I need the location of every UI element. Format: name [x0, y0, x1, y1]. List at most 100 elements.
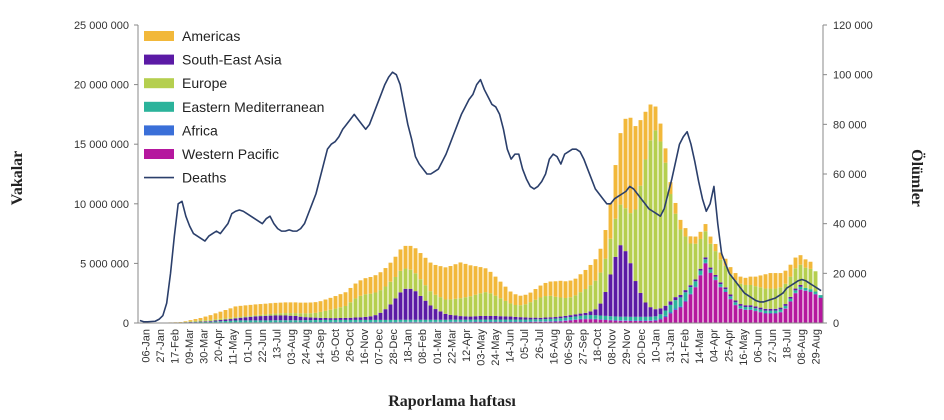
bar-eastern-mediterranean-103	[653, 316, 658, 320]
bar-western-pacific-102	[648, 320, 653, 323]
bar-europe-44	[358, 295, 363, 318]
bar-europe-36	[318, 311, 323, 318]
bar-europe-14	[208, 319, 213, 322]
bar-europe-91	[593, 280, 598, 310]
bar-africa-100	[638, 320, 643, 321]
left-tick-label: 5 000 000	[80, 258, 129, 270]
bar-eastern-mediterranean-117	[723, 289, 728, 292]
bar-western-pacific-126	[768, 313, 773, 323]
bar-south-east-asia-95	[613, 256, 618, 317]
bar-south-east-asia-76	[518, 317, 523, 320]
bar-eastern-mediterranean-133	[803, 287, 808, 291]
bar-eastern-mediterranean-87	[573, 316, 578, 320]
x-tick-label: 14-Sep	[315, 329, 327, 364]
bar-eastern-mediterranean-125	[763, 310, 768, 313]
bar-eastern-mediterranean-129	[783, 305, 788, 309]
bar-eastern-mediterranean-84	[558, 318, 563, 321]
bar-eastern-mediterranean-43	[353, 319, 358, 322]
bar-eastern-mediterranean-64	[458, 319, 463, 322]
bar-south-east-asia-91	[593, 309, 598, 316]
x-tick-label: 12-Apr	[461, 329, 473, 362]
bar-eastern-mediterranean-80	[538, 319, 543, 322]
bar-western-pacific-101	[643, 320, 648, 323]
bar-americas-56	[418, 253, 423, 280]
bar-western-pacific-100	[638, 320, 643, 323]
bar-europe-49	[383, 286, 388, 310]
bar-europe-39	[333, 308, 338, 319]
bar-americas-70	[488, 271, 493, 294]
x-tick-label: 26-Oct	[344, 329, 356, 362]
bar-western-pacific-92	[598, 319, 603, 323]
bar-europe-54	[408, 269, 413, 289]
bar-western-pacific-96	[618, 320, 623, 323]
legend-label: Americas	[182, 28, 240, 44]
bar-africa-94	[608, 319, 613, 321]
bar-americas-132	[798, 255, 803, 265]
bar-south-east-asia-93	[603, 292, 608, 316]
bar-south-east-asia-72	[498, 316, 503, 320]
bar-eastern-mediterranean-89	[583, 315, 588, 319]
bar-americas-122	[748, 276, 753, 285]
bar-europe-73	[503, 300, 508, 317]
bar-africa-81	[543, 321, 548, 322]
bar-americas-78	[528, 292, 533, 303]
bar-africa-104	[658, 318, 663, 320]
bar-europe-21	[243, 316, 248, 318]
legend-label: Deaths	[182, 170, 226, 186]
bar-americas-58	[428, 262, 433, 292]
x-tick-label: 31-Jan	[665, 329, 677, 363]
bar-eastern-mediterranean-98	[628, 316, 633, 321]
bar-south-east-asia-69	[483, 315, 488, 320]
bar-western-pacific-91	[593, 319, 598, 323]
bar-eastern-mediterranean-51	[393, 319, 398, 322]
bar-americas-45	[363, 278, 368, 295]
bar-south-east-asia-109	[683, 290, 688, 293]
bar-europe-29	[283, 313, 288, 316]
bar-western-pacific-85	[563, 320, 568, 323]
bar-eastern-mediterranean-86	[568, 317, 573, 320]
bar-europe-126	[768, 288, 773, 309]
bar-europe-47	[373, 292, 378, 316]
left-tick-labels: 0 5 000 000 10 000 000 15 000 000 20 000 000…	[74, 20, 138, 330]
bar-eastern-mediterranean-14	[208, 321, 213, 323]
bar-eastern-mediterranean-56	[418, 319, 423, 322]
bar-eastern-mediterranean-57	[423, 319, 428, 322]
bar-western-pacific-109	[683, 301, 688, 323]
x-tick-label: 06-Jan	[140, 329, 152, 363]
bar-africa-93	[603, 319, 608, 321]
bar-europe-86	[568, 297, 573, 316]
bar-south-east-asia-85	[563, 315, 568, 318]
bar-americas-52	[398, 249, 403, 271]
bar-americas-102	[648, 104, 653, 141]
bar-americas-71	[493, 276, 498, 296]
bar-western-pacific-134	[808, 292, 813, 323]
right-tick-label: 0	[833, 318, 839, 330]
bar-south-east-asia-45	[363, 316, 368, 320]
bar-americas-26	[268, 303, 273, 314]
bar-europe-15	[213, 319, 218, 321]
bar-americas-76	[518, 295, 523, 306]
legend-swatch-africa	[144, 125, 174, 136]
bar-western-pacific-84	[558, 321, 563, 323]
bar-europe-124	[758, 287, 763, 308]
bar-eastern-mediterranean-58	[428, 319, 433, 322]
bar-americas-50	[388, 262, 393, 282]
bars-layer	[138, 104, 823, 324]
bar-americas-84	[558, 280, 563, 298]
bar-western-pacific-87	[573, 319, 578, 323]
bar-americas-48	[378, 272, 383, 291]
bar-eastern-mediterranean-111	[693, 281, 698, 287]
bar-south-east-asia-74	[508, 316, 513, 320]
x-tick-label: 11-May	[228, 329, 240, 365]
bar-south-east-asia-42	[348, 317, 353, 320]
bar-western-pacific-111	[693, 287, 698, 323]
bar-europe-122	[748, 284, 753, 306]
bar-americas-105	[663, 148, 668, 163]
bar-western-pacific-123	[753, 311, 758, 323]
x-tick-label: 10-Jan	[650, 329, 662, 363]
x-tick-label: 06-Sep	[563, 329, 575, 364]
bar-europe-32	[298, 313, 303, 317]
bar-eastern-mediterranean-54	[408, 319, 413, 322]
bar-africa-106	[668, 312, 673, 314]
bar-south-east-asia-116	[718, 282, 723, 285]
